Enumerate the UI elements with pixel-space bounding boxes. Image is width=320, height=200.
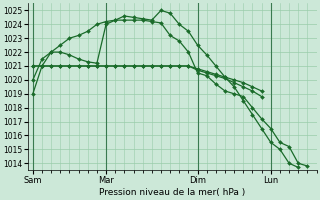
X-axis label: Pression niveau de la mer( hPa ): Pression niveau de la mer( hPa ) bbox=[99, 188, 245, 197]
